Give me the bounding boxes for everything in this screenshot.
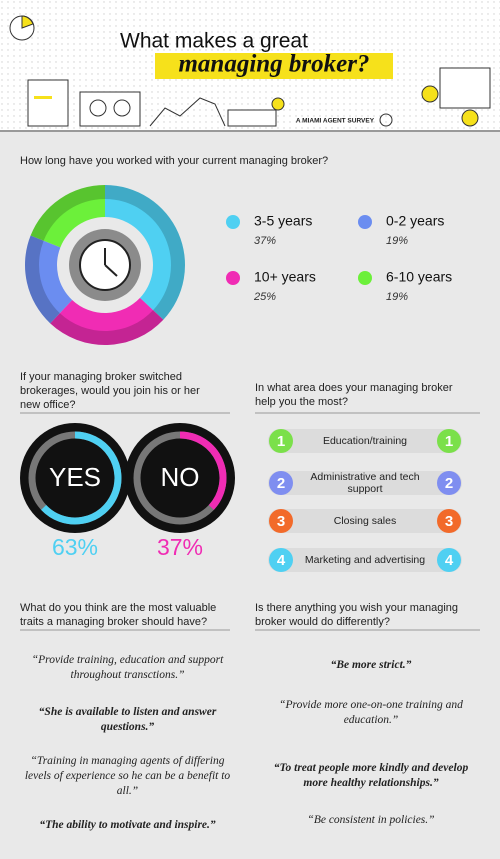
legend-value: 25% (253, 291, 276, 303)
area-rank: 2 (445, 475, 453, 492)
area-rank: 4 (445, 552, 454, 569)
gauge-label: NO (161, 462, 200, 492)
question: How long have you worked with your curre… (20, 155, 329, 167)
gauge-value: 63% (52, 534, 98, 560)
title-highlight (155, 53, 393, 79)
area-rank: 3 (445, 513, 453, 530)
area-rank: 2 (277, 475, 285, 492)
quote: “To treat people more kindly and develop… (273, 762, 469, 789)
area-badge (269, 548, 293, 572)
legend-dot (226, 215, 240, 229)
gauge-bg (20, 423, 130, 533)
quote: “Training in managing agents of differin… (24, 755, 231, 797)
area-label: Administrative and tech support (310, 471, 420, 495)
legend-value: 37% (254, 235, 276, 247)
pie-slice (50, 297, 164, 346)
survey-label: A MIAMI AGENT SURVEY (296, 118, 375, 125)
header-illustration (9, 15, 491, 127)
quote: “She is available to listen and answer q… (38, 706, 217, 733)
quote: “Be more strict.” (330, 659, 412, 671)
legend-dot (358, 215, 372, 229)
legend-dot (358, 271, 372, 285)
legend-dot (226, 271, 240, 285)
area-label: Marketing and advertising (304, 554, 426, 566)
title-line1: What makes a great (120, 30, 308, 53)
area-badge (269, 509, 293, 533)
question: If your managing broker switched brokera… (20, 371, 200, 411)
question: What do you think are the most valuable … (20, 602, 217, 628)
pie-slice (105, 185, 185, 320)
gauge-arc (179, 431, 227, 510)
legend-value: 19% (386, 291, 408, 303)
area-badge (437, 429, 461, 453)
quote: “Provide more one-on-one training and ed… (279, 699, 463, 726)
gauge-label: YES (49, 462, 101, 492)
area-rank: 1 (277, 433, 285, 450)
title-line2: managing broker? (178, 51, 369, 78)
quote: “Provide training, education and support… (31, 654, 224, 681)
question: In what area does your managing broker h… (255, 382, 453, 408)
area-badge (269, 471, 293, 495)
gauge-bg (125, 423, 235, 533)
area-label: Closing sales (333, 515, 397, 527)
legend-value: 19% (386, 235, 408, 247)
pie-slice (30, 185, 105, 248)
pie-slice-shade (50, 310, 164, 346)
quote: “Be consistent in policies.” (307, 814, 435, 826)
area-badge (437, 471, 461, 495)
area-rank: 4 (277, 552, 286, 569)
legend-label: 0-2 years (386, 213, 444, 229)
area-pill (268, 509, 462, 533)
legend-label: 3-5 years (254, 213, 312, 229)
area-badge (437, 548, 461, 572)
area-pill (268, 548, 462, 572)
legend-label: 10+ years (254, 269, 316, 285)
gauge-arc (41, 431, 122, 525)
area-rank: 1 (445, 433, 453, 450)
pie-slice-shade (24, 235, 60, 324)
pie-slice-shade (105, 185, 185, 320)
area-label: Education/training (322, 435, 408, 447)
area-badge (437, 509, 461, 533)
quote: “The ability to motivate and inspire.” (39, 819, 216, 831)
pie-slice (24, 235, 73, 324)
area-badge (269, 429, 293, 453)
area-pill (268, 471, 462, 495)
area-rank: 3 (277, 513, 285, 530)
pie-slice-shade (30, 185, 105, 241)
area-pill (268, 429, 462, 453)
question: Is there anything you wish your managing… (255, 602, 459, 628)
clock (69, 229, 141, 301)
gauge-value: 37% (157, 534, 203, 560)
legend-label: 6-10 years (386, 269, 452, 285)
